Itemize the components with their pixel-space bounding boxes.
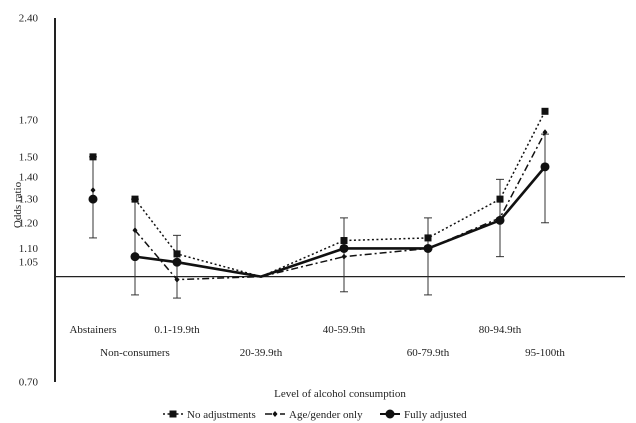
marker-circle	[172, 257, 182, 267]
y-tick-label: 1.40	[19, 172, 39, 184]
x-category-label: 20-39.9th	[240, 347, 283, 359]
marker-diamond	[132, 227, 138, 234]
axes	[54, 18, 625, 382]
y-tick-label: 1.20	[19, 217, 39, 229]
error-bars	[89, 133, 549, 299]
marker-circle	[495, 215, 505, 225]
marker-circle	[423, 243, 433, 253]
legend-entry: No adjustments	[187, 409, 256, 421]
marker-square	[541, 107, 549, 115]
marker-square	[173, 250, 181, 258]
y-tick-label: 1.50	[19, 151, 39, 163]
legend-marker-diamond	[272, 411, 278, 417]
x-category-label: 60-79.9th	[407, 347, 450, 359]
y-tick-labels: 0.70 1.05 1.10 1.20 1.30 1.40 1.50 1.70 2.40	[19, 13, 39, 389]
marker-circle	[339, 243, 349, 253]
marker-diamond	[542, 129, 548, 136]
marker-diamond	[341, 253, 347, 260]
legend-entry: Age/gender only	[289, 409, 363, 421]
marker-square	[496, 195, 504, 203]
legend-marker-circle	[385, 409, 395, 419]
series-markers	[88, 107, 550, 283]
marker-diamond	[90, 187, 96, 194]
series-line-circle	[134, 166, 546, 278]
series-line-square	[134, 110, 546, 278]
series-lines	[134, 110, 546, 281]
y-tick-label: 0.70	[19, 377, 39, 389]
x-category-label: Non-consumers	[100, 347, 170, 359]
marker-square	[340, 237, 348, 245]
marker-diamond	[174, 276, 180, 283]
y-tick-label: 1.05	[19, 257, 39, 269]
marker-circle	[540, 162, 550, 172]
x-axis-label: Level of alcohol consumption	[274, 388, 406, 400]
marker-circle	[88, 194, 98, 204]
marker-square	[131, 195, 139, 203]
marker-square	[424, 234, 432, 242]
x-category-label: 40-59.9th	[323, 324, 366, 336]
y-tick-label: 1.70	[19, 114, 39, 126]
x-category-label: 80-94.9th	[479, 324, 522, 336]
category-labels: Abstainers Non-consumers 0.1-19.9th 20-39.9…	[69, 324, 565, 359]
y-tick-label: 1.10	[19, 243, 39, 255]
legend: No adjustments Age/gender only Fully adjus…	[163, 409, 467, 421]
y-axis-label: Odds ratio	[12, 181, 24, 228]
x-category-label: 95-100th	[525, 347, 565, 359]
y-tick-label: 1.30	[19, 194, 39, 206]
marker-square	[89, 153, 97, 161]
marker-circle	[130, 252, 140, 262]
legend-entry: Fully adjusted	[404, 409, 467, 421]
y-tick-label: 2.40	[19, 13, 39, 25]
legend-marker-square	[169, 410, 177, 418]
x-category-label: Abstainers	[69, 324, 116, 336]
series-line-diamond	[134, 131, 546, 281]
x-category-label: 0.1-19.9th	[154, 324, 200, 336]
